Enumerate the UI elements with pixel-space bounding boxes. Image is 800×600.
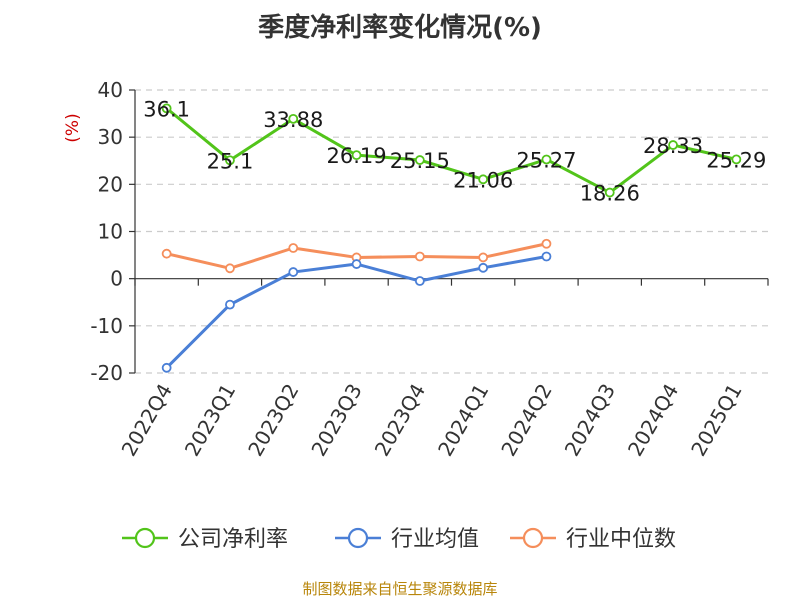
legend-item: 公司净利率 [122, 527, 288, 552]
data-point [288, 243, 299, 253]
data-point [161, 248, 172, 259]
x-tick-label: 2024Q3 [560, 380, 620, 461]
data-point [604, 187, 615, 198]
legend-item: 行业均值 [335, 527, 479, 552]
series-0 [161, 103, 742, 198]
data-label: 25.1 [207, 149, 254, 173]
y-tick-label: 20 [98, 172, 123, 196]
data-point [414, 251, 425, 262]
series-layer [161, 103, 742, 373]
y-tick-label: -20 [90, 361, 123, 385]
data-point [478, 252, 489, 263]
data-point [668, 140, 678, 150]
data-point [288, 113, 299, 124]
x-tick-label: 2024Q1 [433, 380, 493, 461]
data-point [478, 174, 489, 185]
y-tick-label: -10 [90, 314, 123, 338]
y-tick-label: 10 [98, 220, 123, 244]
x-tick-label: 2023Q4 [370, 380, 430, 461]
legend-label: 行业中位数 [566, 527, 676, 552]
data-label: 25.15 [390, 149, 450, 173]
series-2 [161, 238, 552, 274]
legend-marker [347, 527, 369, 549]
data-label: 28.33 [643, 134, 703, 158]
source-note: 制图数据来自恒生聚源数据库 [302, 580, 497, 598]
legend-marker [134, 527, 156, 549]
series-1 [161, 251, 552, 373]
x-tick-label: 2024Q2 [496, 380, 556, 461]
x-tick-label: 2023Q1 [180, 380, 240, 461]
data-point [731, 154, 742, 165]
data-point [414, 276, 425, 286]
data-point [414, 155, 425, 165]
legend-item: 行业中位数 [510, 527, 676, 552]
legend-label: 公司净利率 [178, 527, 288, 552]
data-point [541, 238, 552, 249]
legend: 公司净利率 行业均值 行业中位数 [122, 527, 676, 552]
series-line [165, 255, 547, 369]
y-tick-label: 0 [110, 267, 123, 291]
data-point [225, 155, 235, 166]
data-label: 26.19 [326, 144, 386, 168]
data-point [351, 150, 362, 161]
data-point [541, 251, 552, 262]
data-point [478, 262, 489, 273]
data-label: 21.06 [453, 168, 513, 192]
x-tick-label: 2023Q2 [243, 380, 303, 461]
y-tick-label: 30 [98, 125, 123, 149]
x-tick-label: 2022Q4 [117, 380, 177, 461]
x-tick-label: 2023Q3 [306, 380, 366, 461]
y-axis-unit-label: (%) [63, 113, 83, 142]
legend-label: 行业均值 [391, 527, 479, 552]
data-point [288, 267, 299, 277]
legend-marker [522, 527, 544, 549]
data-label: 33.88 [263, 108, 323, 132]
data-label: 36.1 [143, 97, 190, 121]
data-label: 25.27 [516, 148, 576, 172]
grid-lines [135, 89, 768, 374]
data-point [541, 154, 552, 165]
data-label: 25.29 [706, 148, 766, 172]
y-tick-label: 40 [98, 78, 123, 102]
data-point [225, 263, 235, 274]
data-point [225, 299, 235, 310]
data-label: 18.26 [580, 182, 640, 206]
data-point [161, 362, 172, 373]
series-line [165, 107, 737, 195]
data-point [351, 259, 362, 269]
x-tick-label: 2024Q4 [623, 380, 683, 461]
chart-title: 季度净利率变化情况(%) [258, 12, 542, 43]
x-tick-label: 2025Q1 [686, 380, 746, 461]
data-point [161, 103, 172, 114]
